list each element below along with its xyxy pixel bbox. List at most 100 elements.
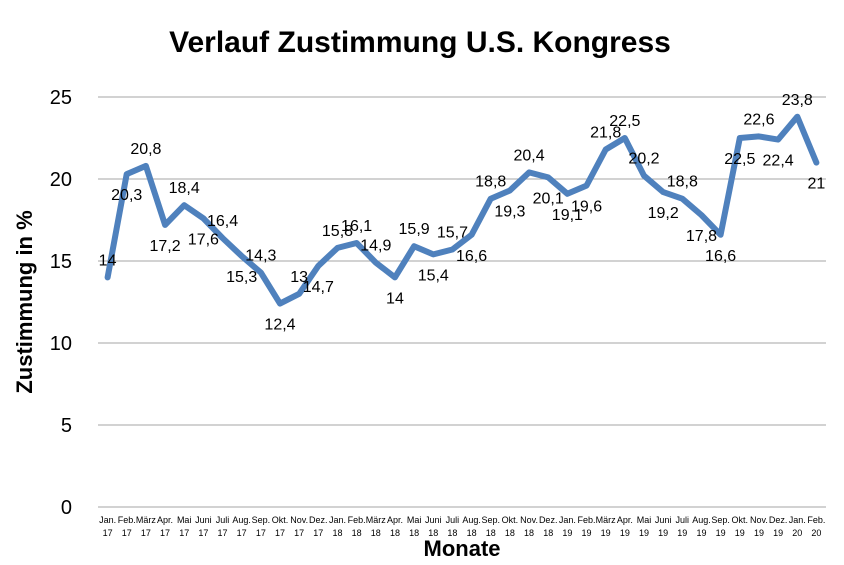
x-tick-label: 17 [294, 528, 304, 538]
x-tick-label: 18 [447, 528, 457, 538]
data-point [642, 173, 646, 178]
x-tick-label: 19 [601, 528, 611, 538]
data-label: 17,6 [188, 231, 219, 248]
data-point [527, 170, 532, 175]
x-tick-label: 19 [696, 528, 706, 538]
data-point [756, 134, 761, 139]
data-label: 22,5 [724, 151, 755, 168]
x-tick-label: 17 [103, 528, 113, 538]
x-tick-label: 17 [122, 528, 132, 538]
data-label: 16,6 [456, 248, 487, 265]
x-axis-title: Monate [424, 536, 501, 561]
data-point [699, 213, 704, 218]
data-point [182, 203, 187, 208]
data-point [412, 244, 417, 249]
data-label: 19,2 [648, 205, 679, 222]
x-tick-label: März [136, 515, 156, 525]
data-label: 22,4 [763, 153, 794, 170]
data-label: 22,6 [743, 111, 774, 128]
data-label: 16,4 [207, 213, 238, 230]
x-tick-label: Dez. [309, 515, 328, 525]
x-tick-label: Feb. [578, 515, 596, 525]
data-label: 21,8 [590, 124, 621, 141]
data-point [124, 172, 129, 177]
x-tick-label: 18 [428, 528, 438, 538]
data-label: 20,1 [533, 190, 564, 207]
data-point [718, 232, 723, 237]
data-point [392, 275, 397, 280]
x-tick-label: Jan. [559, 515, 576, 525]
chart-title: Verlauf Zustimmung U.S. Kongress [169, 26, 671, 59]
data-point [373, 260, 378, 265]
data-label: 14,9 [360, 238, 391, 255]
data-point [661, 190, 666, 195]
x-tick-label: 18 [371, 528, 381, 538]
x-tick-label: Nov. [750, 515, 768, 525]
x-tick-label: Sep. [711, 515, 730, 525]
data-point [316, 263, 321, 268]
x-tick-label: Dez. [539, 515, 558, 525]
x-tick-label: 17 [313, 528, 323, 538]
data-label: 20,8 [130, 141, 161, 158]
data-point [488, 196, 493, 201]
data-label: 19,1 [552, 207, 583, 224]
data-point [680, 196, 685, 201]
x-tick-label: 18 [390, 528, 400, 538]
x-tick-label: Aug. [232, 515, 251, 525]
x-tick-label: Juli [446, 515, 460, 525]
data-label: 19,6 [571, 199, 602, 216]
data-label: 15,7 [437, 225, 468, 242]
x-tick-label: 17 [275, 528, 285, 538]
data-point [603, 147, 608, 152]
data-label: 20,4 [513, 147, 544, 164]
x-tick-label: 18 [543, 528, 553, 538]
x-tick-label: Dez. [769, 515, 788, 525]
data-point [450, 247, 455, 252]
x-tick-label: Nov. [520, 515, 538, 525]
data-point [258, 270, 263, 275]
x-tick-label: Feb. [118, 515, 136, 525]
x-tick-label: 20 [811, 528, 821, 538]
x-tick-label: 19 [620, 528, 630, 538]
y-tick-label: 0 [61, 497, 72, 519]
x-tick-label: 17 [198, 528, 208, 538]
x-tick-label: Feb. [348, 515, 366, 525]
data-label: 14,7 [303, 279, 334, 296]
data-label: 17,8 [686, 228, 717, 245]
data-point [297, 291, 302, 296]
data-point [201, 216, 206, 221]
data-label: 21 [808, 176, 826, 193]
data-point [143, 163, 148, 168]
x-tick-label: Mai [407, 515, 422, 525]
data-labels: 14 20,3 20,8 17,2 18,4 17,616,4 15,3 14,3 12,4 13… [99, 92, 826, 334]
data-point [776, 137, 781, 142]
x-tick-label: 17 [141, 528, 151, 538]
x-tick-label: 18 [524, 528, 534, 538]
data-label: 14 [99, 252, 117, 269]
x-tick-label: 18 [352, 528, 362, 538]
x-axis-ticks: Jan. 17 Feb. 17 März 17 Apr. 17 Mai 17 Juni 17 Juli 1… [99, 515, 825, 538]
x-tick-label: Aug. [692, 515, 711, 525]
data-label: 15,4 [418, 267, 449, 284]
x-tick-label: 18 [332, 528, 342, 538]
data-point [431, 252, 436, 257]
data-point [163, 222, 168, 227]
x-tick-label: Jan. [99, 515, 116, 525]
data-point [795, 114, 800, 119]
data-point [546, 175, 551, 180]
x-tick-label: 18 [505, 528, 515, 538]
x-tick-label: 17 [237, 528, 247, 538]
y-tick-label: 25 [50, 87, 72, 109]
x-tick-label: Mai [637, 515, 652, 525]
x-tick-label: Juli [676, 515, 690, 525]
x-tick-label: Sep. [481, 515, 500, 525]
data-point [814, 160, 819, 165]
x-tick-label: 17 [160, 528, 170, 538]
x-tick-label: 19 [677, 528, 687, 538]
x-tick-label: 18 [467, 528, 477, 538]
data-label: 12,4 [264, 317, 295, 334]
data-label: 15,8 [322, 223, 353, 240]
data-point [278, 301, 282, 306]
data-label: 17,2 [149, 238, 180, 255]
